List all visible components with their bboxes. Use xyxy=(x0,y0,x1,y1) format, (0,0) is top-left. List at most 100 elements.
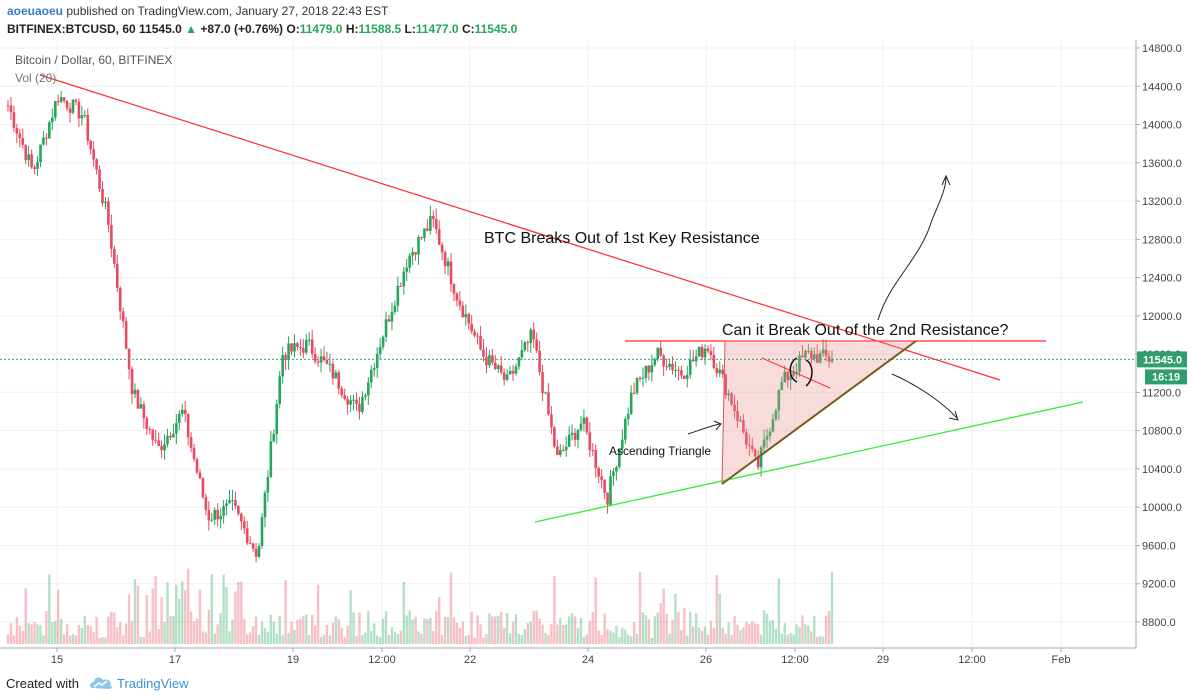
volume-bar xyxy=(15,616,19,644)
series-legend-title[interactable]: Bitcoin / Dollar, 60, BITFINEX xyxy=(15,53,172,67)
volume-bar xyxy=(768,621,772,644)
time-axis[interactable]: 15 17 19 12:00 22 24 26 12:00 29 12:00 Feb xyxy=(51,648,1071,666)
volume-bar xyxy=(677,611,680,644)
candle-body xyxy=(482,349,485,357)
candle-body xyxy=(452,284,456,294)
low-value: 11477.0 xyxy=(415,22,459,36)
candle-body xyxy=(248,543,252,545)
up-arrow-curve xyxy=(877,176,947,321)
volume-bar xyxy=(429,617,432,644)
candle-body xyxy=(145,418,149,430)
volume-bar xyxy=(488,613,491,644)
volume-bar xyxy=(502,627,506,644)
volume-bar xyxy=(556,624,559,644)
volume-bar xyxy=(74,635,78,644)
candle-body xyxy=(426,228,429,231)
candle-body xyxy=(697,346,701,357)
volume-bar xyxy=(222,574,225,644)
candle-body xyxy=(680,370,683,376)
candle-body xyxy=(470,323,473,332)
volume-bar xyxy=(505,612,509,644)
volume-bar xyxy=(662,588,665,644)
candle-body xyxy=(656,347,660,360)
volume-bar xyxy=(686,635,689,644)
countdown-badge xyxy=(1145,369,1187,385)
volume-bar xyxy=(582,636,586,644)
candle-body xyxy=(553,427,556,447)
candle-body xyxy=(183,409,187,414)
volume-bar xyxy=(411,619,414,644)
candle-body xyxy=(659,347,663,356)
candle-body xyxy=(210,519,214,521)
volume-bar xyxy=(759,634,763,644)
volume-legend[interactable]: Vol (20) xyxy=(15,71,56,85)
candle-body xyxy=(275,404,279,434)
price-chart[interactable]: BTC Breaks Out of 1st Key Resistance Can… xyxy=(0,40,1192,668)
volume-bar xyxy=(544,632,547,644)
volume-bar xyxy=(381,618,385,644)
price-tick-label: 10400.0 xyxy=(1142,464,1182,476)
volume-bar xyxy=(647,619,651,644)
change-text: +87.0 (+0.76%) xyxy=(200,22,284,36)
price-tick-label: 14000.0 xyxy=(1142,120,1182,132)
candle-body xyxy=(186,413,190,438)
volume-bar xyxy=(124,623,128,644)
candle-body xyxy=(742,420,745,433)
candle-body xyxy=(733,404,736,412)
volume-bar xyxy=(328,635,332,644)
volume-bar xyxy=(113,612,116,644)
volume-bar xyxy=(319,637,323,644)
volume-bar xyxy=(432,630,435,644)
volume-bar xyxy=(733,616,736,644)
volume-bar xyxy=(674,594,677,644)
volume-bar xyxy=(195,618,199,644)
volume-bar xyxy=(186,568,190,644)
candle-body xyxy=(721,369,725,375)
volume-bar xyxy=(375,635,379,644)
candle-body xyxy=(263,492,267,518)
volume-bar xyxy=(724,633,727,644)
candle-body xyxy=(77,101,81,119)
candle-body xyxy=(189,437,193,448)
volume-bar xyxy=(121,635,125,644)
candle-body xyxy=(753,449,757,457)
candle-body xyxy=(712,355,716,369)
candle-body xyxy=(80,115,84,119)
candle-body xyxy=(765,436,769,440)
volume-bar xyxy=(54,620,57,644)
author-link[interactable]: aoeuaoeu xyxy=(7,4,64,18)
volume-bar xyxy=(361,635,364,644)
candle-body xyxy=(337,372,341,389)
candle-body xyxy=(33,167,36,169)
candle-body xyxy=(136,389,140,409)
volume-bar xyxy=(151,588,154,644)
candle-body xyxy=(139,404,143,409)
publish-text: published on TradingView.com, January 27… xyxy=(66,4,389,18)
candle-body xyxy=(715,368,719,374)
volume-bar xyxy=(700,630,704,644)
volume-bar xyxy=(266,631,270,644)
candle-body xyxy=(352,399,355,401)
candle-body xyxy=(213,509,217,520)
down-arrow-curve xyxy=(891,373,958,419)
volume-bar xyxy=(172,615,175,644)
tradingview-brand-link[interactable]: TradingView xyxy=(117,676,189,691)
volume-bar xyxy=(798,627,801,644)
candle-body xyxy=(240,513,243,522)
volume-bar xyxy=(818,636,822,644)
volume-bar xyxy=(237,582,240,644)
candle-body xyxy=(783,371,787,383)
annotation-title-2: Can it Break Out of the 2nd Resistance? xyxy=(722,322,1008,339)
volume-bar xyxy=(754,623,757,644)
volume-bar xyxy=(33,622,36,644)
annotation-triangle-label: Ascending Triangle xyxy=(609,444,711,458)
volume-bar xyxy=(564,624,568,644)
candle-body xyxy=(251,543,255,549)
volume-bar xyxy=(30,624,33,644)
candle-body xyxy=(101,188,104,204)
volume-bar xyxy=(48,574,51,644)
volume-bar xyxy=(792,634,795,644)
volume-bar xyxy=(547,634,550,644)
volume-bar xyxy=(567,616,571,644)
volume-bar xyxy=(313,625,317,644)
